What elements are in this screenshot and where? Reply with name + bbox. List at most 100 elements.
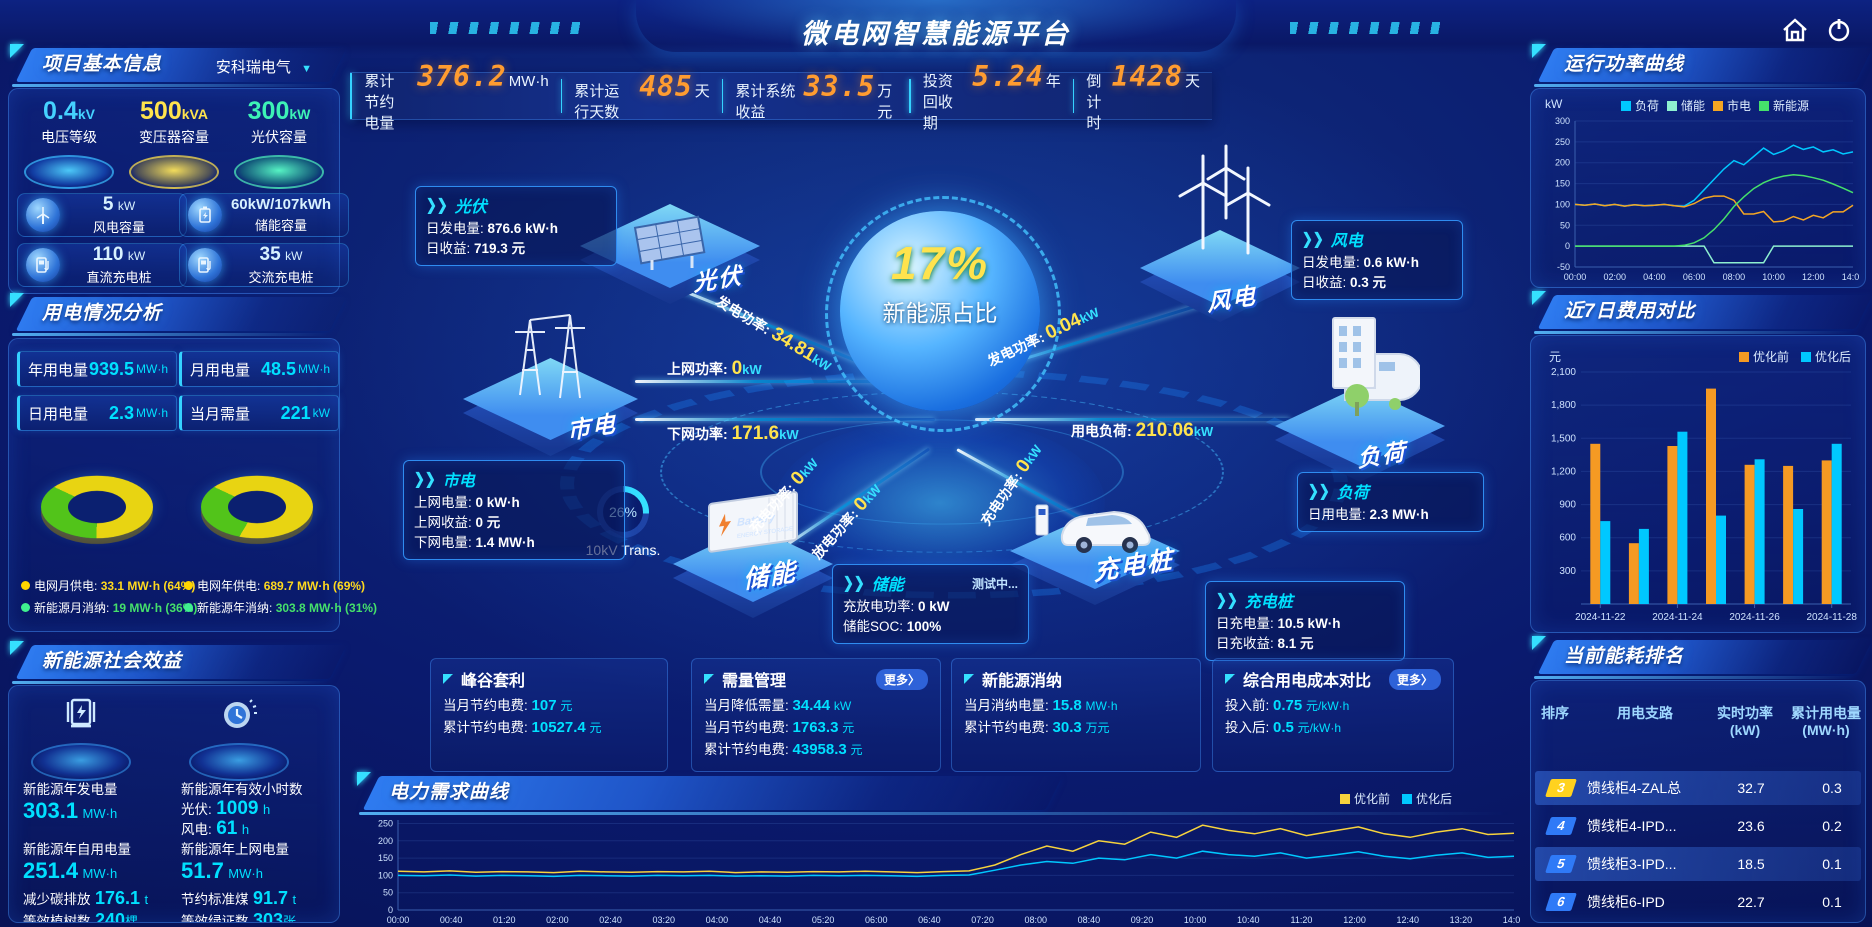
svg-text:13:20: 13:20 — [1450, 915, 1473, 925]
power-legend: 负荷 储能 市电 新能源 — [1621, 97, 1809, 114]
panel-demand-header: 电力需求曲线 — [355, 772, 1520, 815]
card-corner-icon — [443, 674, 453, 684]
panel-corner-icon — [1532, 636, 1546, 650]
svg-text:05:20: 05:20 — [812, 915, 835, 925]
svg-text:50: 50 — [1560, 220, 1570, 230]
panel-benefit-title: 新能源社会效益 — [42, 651, 183, 672]
flow-from-grid: 下网功率: 171.6kW — [667, 423, 799, 444]
panel-power-title: 运行功率曲线 — [1564, 54, 1685, 75]
spotlight-glow — [129, 155, 219, 189]
demand-more-button[interactable]: 更多〉 — [875, 668, 928, 690]
wind-turbine-icon — [26, 198, 60, 232]
panel-benefit-body: 新能源年发电量 303.1 MW·h 新能源年有效小时数 光伏: 1009 h … — [8, 685, 340, 923]
power-curve-chart: -50 0 50 100 150 200 250 300 00:00 02:00 04:00 06:0… — [1555, 116, 1859, 282]
storage-info-box: ❯❯ 储能 测试中... 充放电功率: 0 kW 储能SOC: 100% — [832, 564, 1029, 644]
panel-project-header: 项目基本信息 安科瑞电气 ▼ — [8, 44, 347, 87]
spotlight-voltage: 0.4kV 电压等级 — [17, 97, 121, 189]
table-row[interactable]: 6 馈线柜6-IPD 22.7 0.1 — [1535, 885, 1861, 919]
card-renewable-consumption: 新能源消纳 当月消纳电量: 15.8 MW·h 累计节约电费: 30.3 万元 — [951, 658, 1201, 772]
page-title: 微电网智慧能源平台 — [801, 19, 1071, 49]
svg-text:200: 200 — [1555, 158, 1570, 168]
ac-charger-icon — [188, 248, 222, 282]
svg-text:10:00: 10:00 — [1762, 272, 1785, 282]
flow-to-grid: 上网功率: 0kW — [667, 358, 762, 379]
svg-text:04:00: 04:00 — [706, 915, 729, 925]
grid-node[interactable] — [463, 314, 638, 466]
cost-legend: 优化前 优化后 — [1738, 348, 1851, 365]
svg-text:2024-11-24: 2024-11-24 — [1652, 612, 1703, 623]
svg-text:-50: -50 — [1557, 262, 1570, 272]
battery-icon — [188, 198, 222, 232]
panel-project-title: 项目基本信息 — [42, 54, 163, 75]
svg-text:250: 250 — [378, 818, 393, 828]
legend-swatch — [1667, 100, 1678, 111]
legend-grid-year: 电网年供电: 689.7 MW·h (69%) — [184, 577, 365, 594]
building-icon — [1332, 317, 1420, 416]
table-row[interactable]: 4 馈线柜4-IPD... 23.6 0.2 — [1535, 809, 1861, 843]
benefit-certs: 等效绿证数 303张 — [181, 910, 297, 923]
svg-text:08:00: 08:00 — [1024, 915, 1047, 925]
legend-green-year: 新能源年消纳: 303.8 MW·h (31%) — [184, 599, 377, 616]
legend-green-month: 新能源月消纳: 19 MW·h (36%) — [21, 599, 197, 616]
card-ac-charger: 35 kW 交流充电桩 — [179, 243, 349, 287]
top-bar: 微电网智慧能源平台 — [0, 0, 1872, 55]
donut-year — [201, 475, 313, 539]
benefit-trees: 等效植树数 240棵 — [23, 910, 139, 923]
panel-corner-icon — [10, 44, 24, 58]
home-icon[interactable] — [1778, 13, 1812, 47]
sphere-ring — [825, 196, 1061, 432]
flow-load-power: 用电负荷: 210.06kW — [1071, 420, 1214, 441]
svg-text:100: 100 — [378, 870, 393, 880]
card-cost-compare: 综合用电成本对比 更多〉 投入前: 0.75 元/kW·h 投入后: 0.5 元… — [1212, 658, 1454, 772]
card-dc-charger: 110 kW 直流充电桩 — [17, 243, 187, 287]
spotlight-glow — [24, 155, 114, 189]
svg-text:150: 150 — [1555, 179, 1570, 189]
dc-charger-icon — [26, 248, 60, 282]
svg-text:12:40: 12:40 — [1396, 915, 1419, 925]
company-select[interactable]: 安科瑞电气 ▼ — [215, 59, 312, 76]
grid-info-box: ❯❯ 市电 上网电量: 0 kW·h 上网收益: 0 元 下网电量: 1.4 MW… — [403, 460, 625, 560]
svg-text:100: 100 — [1555, 199, 1570, 209]
wind-node[interactable] — [1140, 144, 1300, 330]
benefit-co2: 减少碳排放 176.1 t — [23, 888, 149, 908]
kpi-countdown: 倒计时 1428 天 — [1086, 59, 1201, 132]
kpi-revenue: 累计系统收益 33.5 万元 — [735, 70, 893, 121]
svg-text:2,100: 2,100 — [1551, 367, 1576, 378]
panel-project-body: 0.4kV 电压等级 500kVA 变压器容量 300kW 光伏容量 5 kW 风… — [8, 88, 349, 294]
cost-compare-chart: 300 600 900 1,200 1,500 1,800 2,100 2024-11-22 2… — [1551, 367, 1857, 623]
storage-node[interactable]: Battery ENERGY STORAGE — [673, 491, 833, 626]
cost-more-button[interactable]: 更多〉 — [1388, 668, 1441, 690]
svg-text:2024-11-26: 2024-11-26 — [1729, 612, 1780, 623]
benefit-gen: 新能源年发电量 303.1 MW·h — [23, 782, 118, 823]
panel-cost-header: 近7日费用对比 — [1530, 291, 1872, 334]
card-wind-capacity: 5 kW 风电容量 — [17, 193, 187, 237]
table-row[interactable]: 3 馈线柜4-ZAL总 32.7 0.3 — [1535, 771, 1861, 805]
svg-text:04:00: 04:00 — [1643, 272, 1666, 282]
svg-text:1,200: 1,200 — [1551, 466, 1576, 477]
svg-text:300: 300 — [1559, 566, 1576, 577]
generation-icon — [31, 692, 131, 781]
header-deco-left — [430, 22, 580, 34]
panel-corner-icon — [10, 293, 24, 307]
svg-text:10:00: 10:00 — [1184, 915, 1207, 925]
stat-year-usage: 年用电量 939.5 MW·h — [17, 351, 177, 387]
panel-usage-header: 用电情况分析 — [8, 293, 347, 336]
svg-text:14:00: 14:00 — [1842, 272, 1859, 282]
svg-text:12:00: 12:00 — [1802, 272, 1825, 282]
table-row[interactable]: 5 馈线柜3-IPD... 18.5 0.1 — [1535, 847, 1861, 881]
beam-load — [975, 418, 1290, 421]
power-chart-ylabel: kW — [1545, 97, 1563, 111]
transmission-tower-icon — [515, 314, 585, 399]
rank-badge: 5 — [1545, 855, 1577, 873]
kpi-saved-energy: 累计节约电量 376.2 MW·h — [364, 59, 549, 132]
panel-corner-icon — [357, 772, 371, 786]
load-node[interactable] — [1275, 317, 1445, 491]
spotlight-glow — [234, 155, 324, 189]
spotlight-transformer: 500kVA 变压器容量 — [122, 97, 226, 189]
cost-chart-ylabel: 元 — [1549, 350, 1562, 364]
power-icon[interactable] — [1822, 13, 1856, 47]
pile-node[interactable] — [1010, 504, 1180, 613]
svg-text:07:20: 07:20 — [971, 915, 994, 925]
center-sphere — [840, 211, 1040, 411]
legend-swatch — [1759, 100, 1770, 111]
